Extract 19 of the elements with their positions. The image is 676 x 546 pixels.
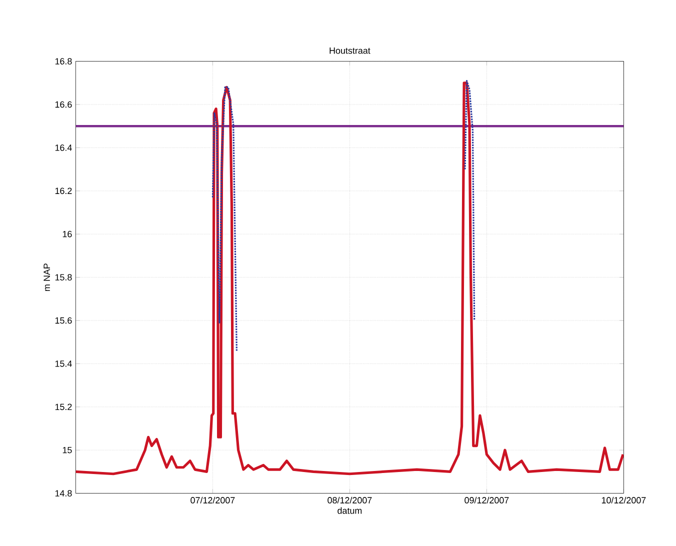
chart-title: Houtstraat xyxy=(330,48,370,54)
y-tick-label: 16.6 xyxy=(55,101,72,108)
y-tick-label: 16.4 xyxy=(55,144,72,151)
y-tick-label: 15.8 xyxy=(55,274,72,280)
y-tick-label: 15.6 xyxy=(55,317,72,324)
x-tick-label: 09/12/2007 xyxy=(464,496,509,504)
x-tick-label: 08/12/2007 xyxy=(328,496,372,504)
line-series xyxy=(76,82,624,476)
y-tick-label: 16 xyxy=(62,230,72,238)
x-tick-label: 07/12/2007 xyxy=(190,496,235,504)
y-tick-label: 15.4 xyxy=(55,360,72,367)
y-tick-label: 16.8 xyxy=(55,58,72,64)
x-tick-label: 10/12/2007 xyxy=(602,496,646,504)
y-tick-label: 14.8 xyxy=(55,490,72,496)
y-tick-label: 15.2 xyxy=(55,404,72,410)
y-tick-label: 16.2 xyxy=(55,188,72,194)
y-tick-label: 15 xyxy=(62,446,72,454)
x-axis-title: datum xyxy=(338,507,362,514)
y-axis-title: m NAP xyxy=(44,264,50,291)
